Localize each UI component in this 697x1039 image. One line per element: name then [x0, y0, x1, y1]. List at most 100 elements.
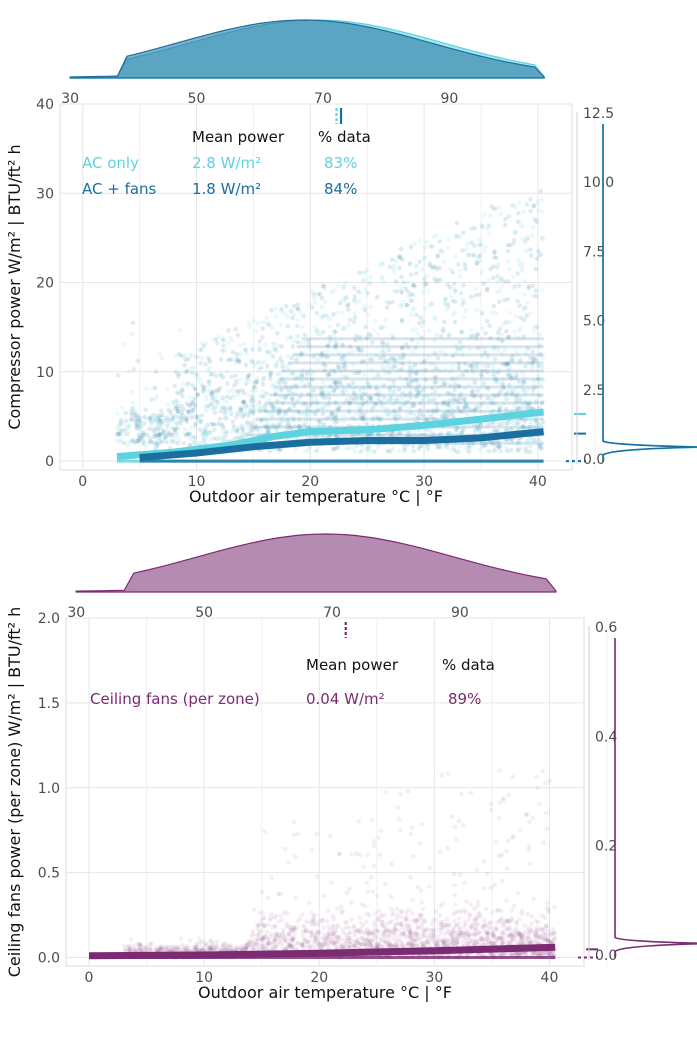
data-point — [344, 387, 349, 392]
data-point — [377, 852, 382, 858]
data-point — [370, 415, 375, 420]
data-point — [267, 401, 273, 407]
data-point — [422, 306, 428, 312]
data-point — [494, 379, 499, 385]
data-point — [247, 427, 253, 433]
data-point — [391, 408, 397, 414]
data-point — [441, 400, 447, 405]
data-point — [391, 335, 396, 341]
data-point — [400, 391, 405, 396]
data-point — [539, 251, 544, 257]
data-point — [209, 407, 215, 412]
data-point — [530, 424, 535, 429]
data-point — [182, 370, 187, 376]
data-point — [256, 922, 261, 928]
data-point — [357, 334, 362, 340]
data-point — [290, 414, 296, 420]
data-point — [399, 908, 404, 914]
data-point — [307, 367, 313, 373]
data-point — [440, 378, 446, 384]
data-point — [167, 418, 173, 423]
data-point — [296, 375, 302, 381]
data-point — [410, 327, 416, 333]
data-point — [525, 443, 531, 449]
data-point — [157, 415, 162, 420]
data-point — [431, 234, 436, 240]
data-point — [498, 211, 504, 216]
ceiling-fans-power-panel: 0 10 20 30 400.00.51.01.52.0 30 50 70 900.00.20.… — [5, 533, 697, 1002]
data-point — [268, 373, 273, 378]
data-point — [307, 391, 312, 397]
data-point — [249, 359, 255, 365]
data-point — [508, 375, 514, 380]
data-point — [304, 392, 310, 398]
y-axis-title: Compressor power W/m² | BTU/ft² h — [5, 144, 24, 429]
data-point — [275, 380, 281, 386]
data-point — [222, 409, 227, 414]
data-point — [302, 410, 308, 416]
data-point — [495, 279, 500, 285]
data-point — [469, 367, 475, 372]
data-point — [201, 388, 207, 394]
data-point — [243, 404, 249, 409]
y-tick-label: 1.5 — [38, 696, 60, 712]
data-point — [178, 353, 184, 358]
data-point — [173, 369, 179, 375]
data-point — [187, 403, 192, 408]
data-point — [530, 815, 535, 821]
data-point — [399, 345, 405, 351]
data-point — [536, 376, 541, 382]
data-point — [251, 318, 257, 324]
data-point — [452, 892, 458, 898]
data-point — [462, 404, 467, 410]
data-point — [381, 349, 386, 355]
data-point — [177, 390, 183, 396]
data-point — [253, 423, 259, 428]
data-point — [376, 908, 382, 914]
data-point — [288, 335, 294, 340]
data-point — [477, 447, 482, 453]
data-point — [526, 424, 532, 430]
data-point — [385, 363, 390, 369]
data-point — [251, 408, 257, 414]
data-point — [422, 393, 428, 399]
data-point — [521, 334, 527, 339]
data-point — [540, 419, 546, 424]
data-point — [289, 938, 295, 944]
data-point — [170, 400, 176, 405]
data-point — [424, 444, 429, 450]
y-tick-label: 0 — [45, 454, 54, 470]
data-point — [442, 301, 447, 306]
data-point — [249, 397, 254, 402]
data-point — [486, 448, 492, 454]
data-point — [308, 393, 314, 399]
data-point — [310, 410, 315, 416]
data-point — [310, 388, 316, 393]
data-point — [297, 424, 303, 430]
data-point — [262, 423, 268, 429]
data-point — [137, 942, 143, 948]
data-point — [187, 938, 193, 943]
data-point — [413, 932, 419, 938]
data-point — [215, 399, 220, 405]
data-point — [537, 332, 542, 338]
data-point — [479, 311, 485, 316]
data-point — [347, 400, 352, 406]
data-point — [155, 442, 161, 448]
data-point — [343, 280, 348, 286]
data-point — [305, 411, 311, 417]
data-point — [299, 391, 304, 397]
x-tick-label: 40 — [529, 474, 547, 490]
data-point — [175, 425, 180, 431]
data-point — [391, 379, 396, 384]
data-point — [274, 361, 280, 366]
data-point — [251, 380, 257, 386]
data-point — [411, 292, 417, 298]
data-point — [516, 335, 522, 341]
data-point — [184, 383, 189, 388]
data-point — [170, 416, 176, 421]
data-point — [433, 389, 439, 395]
data-point — [328, 384, 333, 389]
data-point — [525, 911, 530, 917]
data-point — [335, 419, 340, 424]
